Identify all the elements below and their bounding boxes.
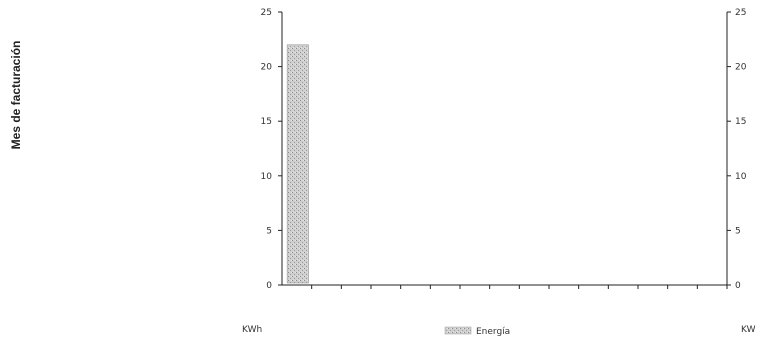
right-y-ticks: 0 5 10 15 20 25 [727,8,747,291]
right-y-tick-label: 0 [735,281,741,291]
bars [286,44,309,284]
left-y-tick-label: 15 [261,117,272,127]
legend: Energía [444,326,510,337]
right-unit-label: KW [741,325,756,335]
y-axis-title: Mes de facturación [9,41,23,150]
right-y-tick-label: 20 [735,63,747,73]
legend-label: Energía [476,327,510,337]
left-y-tick-label: 5 [266,226,272,236]
left-y-tick-label: 25 [261,8,272,18]
left-y-tick-label: 20 [261,63,273,73]
right-y-tick-label: 5 [735,226,741,236]
left-y-tick-label: 10 [261,172,273,182]
right-y-tick-label: 10 [735,172,747,182]
bar-energia [286,44,309,284]
left-unit-label: KWh [242,325,262,335]
x-ticks [311,285,728,289]
right-y-tick-label: 15 [735,117,746,127]
legend-swatch [444,326,472,335]
right-y-tick-label: 25 [735,8,746,18]
left-y-ticks: 0 5 10 15 20 25 [261,8,282,291]
left-y-tick-label: 0 [266,281,272,291]
